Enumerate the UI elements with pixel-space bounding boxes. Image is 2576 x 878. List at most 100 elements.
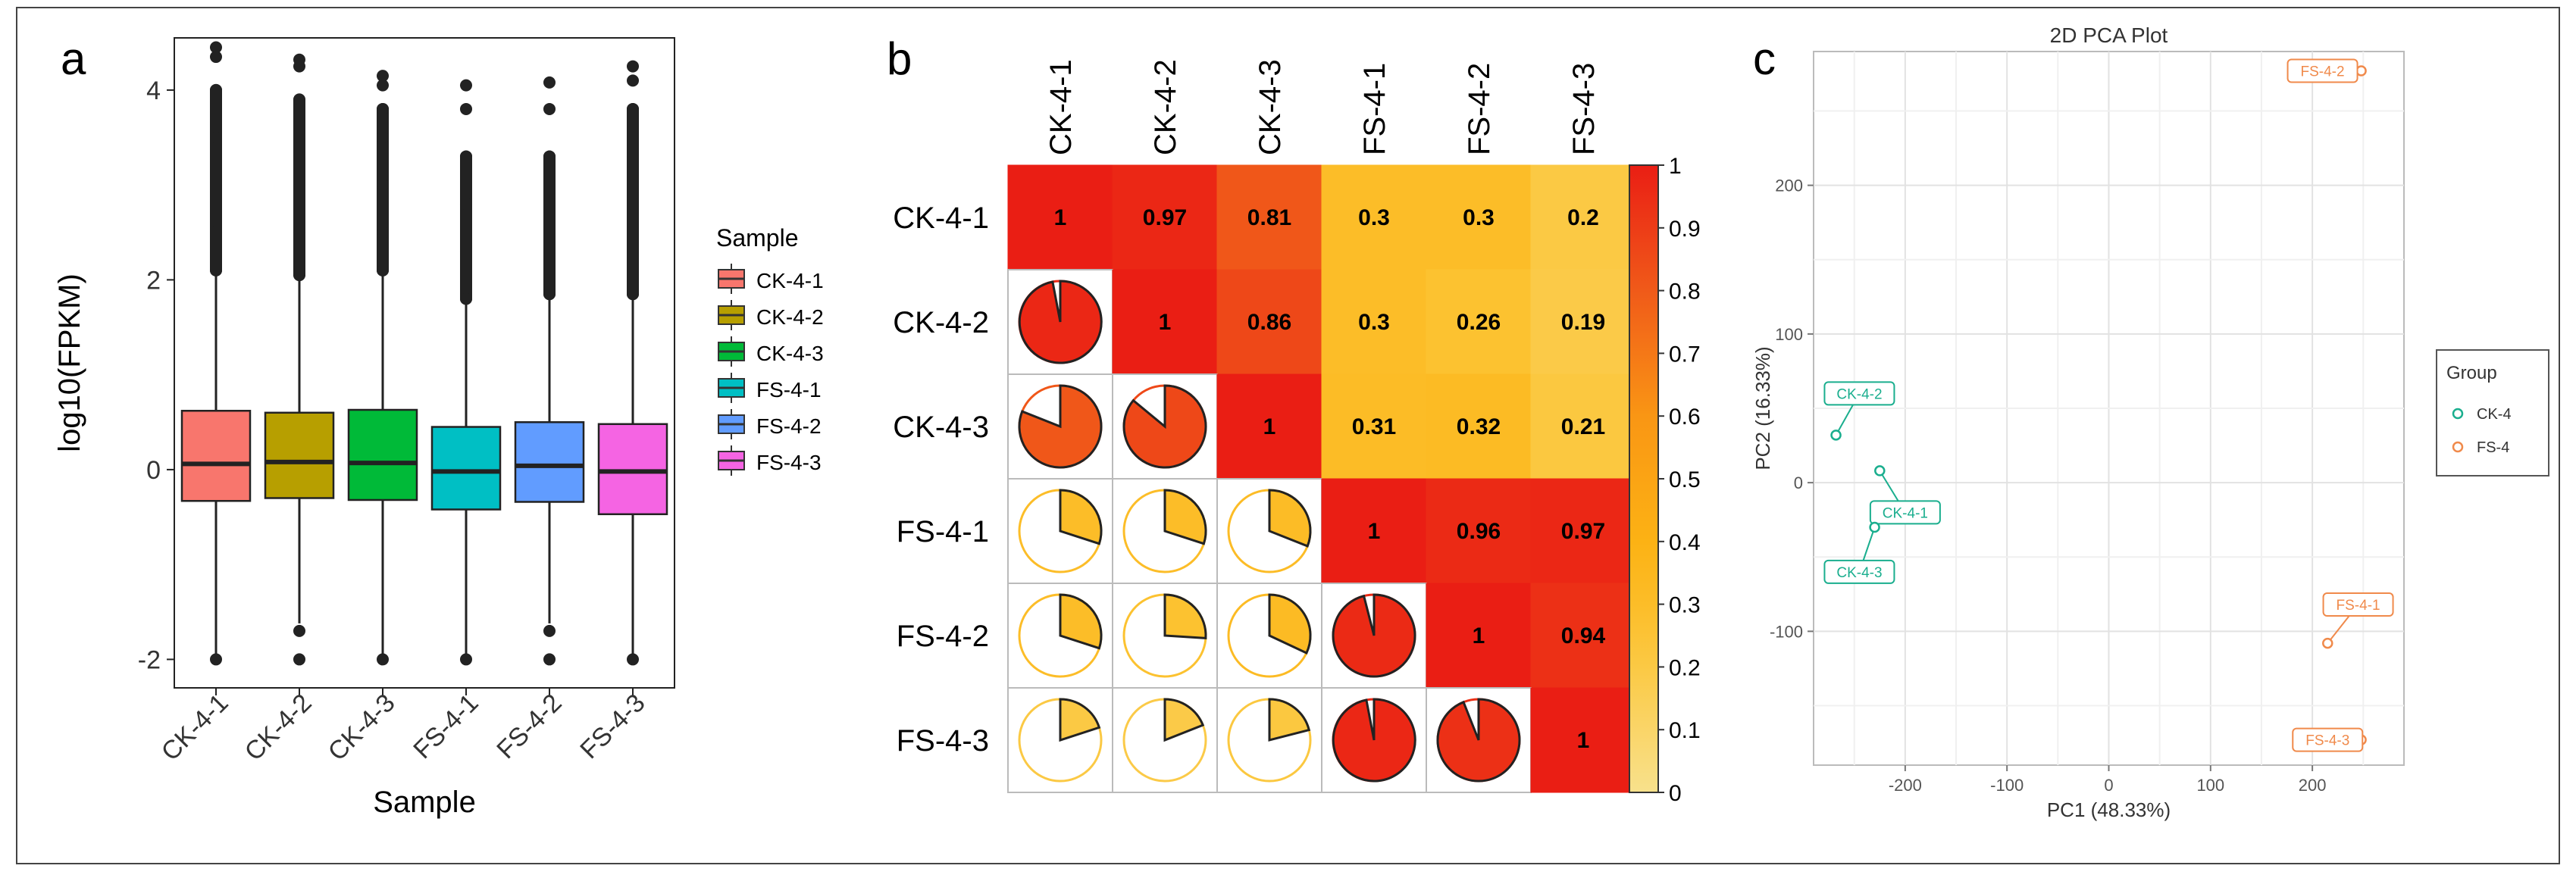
outlier-point [627,198,639,211]
outlier-point [293,269,305,282]
heatmap-cell [1112,164,1218,270]
heatmap-cell [1426,269,1532,375]
outlier-point [210,51,222,64]
row-label: CK-4-1 [893,202,989,235]
heatmap-cell [1426,478,1532,584]
heatmap-cell [1530,269,1636,375]
chart-title: 2D PCA Plot [2050,23,2168,47]
pie-slice [1332,698,1416,783]
data-point-FS-4-1 [2322,637,2333,649]
legend-marker [2452,441,2464,453]
cell-value: 1 [1577,728,1590,753]
point-label: CK-4-1 [1883,505,1928,521]
outlier-point [460,150,472,163]
outlier-point [627,245,639,258]
legend-entry-label: CK-4 [2477,406,2512,423]
cell-value: 0.97 [1561,519,1605,544]
column-label: FS-4-2 [1463,63,1496,155]
cell-value: 0.2 [1567,205,1599,230]
cell-value: 0.81 [1247,205,1291,230]
cell-value: 1 [1368,519,1381,544]
colorbar-tick-label: 0 [1669,781,1682,806]
outlier-point [293,131,305,144]
outlier-point [543,624,556,637]
point-label-box [2292,727,2364,752]
outlier-point [543,288,556,301]
legend-entry-label: FS-4-2 [756,414,822,438]
heatmap-cell [1426,373,1532,480]
outlier-point [293,93,305,106]
data-point-CK-4-3 [1869,521,1880,533]
legend-marker [2452,408,2464,420]
outlier-point [293,653,305,666]
outlier-point [293,624,305,637]
outlier-point [627,288,639,301]
y-tick-label: 200 [1775,177,1803,195]
outlier-point [293,179,305,192]
data-point-CK-4-2 [1830,430,1842,441]
x-tick-label: 100 [2196,776,2224,795]
colorbar-tick-label: 0.5 [1669,467,1701,492]
outlier-point [377,226,389,239]
legend-entry-label: FS-4 [2477,439,2509,456]
colorbar-tick-label: 0.1 [1669,718,1701,743]
y-axis-title: PC2 (16.33%) [1751,346,1774,470]
column-label: CK-4-3 [1254,59,1287,155]
plot-area [174,37,675,689]
outlier-point [627,150,639,163]
correlation-heatmap-panel: CK-4-1 CK-4-1 CK-4-2 CK-4-2 CK-4-3 CK-4-3 FS-4… [893,59,1700,806]
cell-value: 0.3 [1358,205,1390,230]
y-tick-label: 0 [1794,473,1803,492]
colorbar-tick-label: 0.3 [1669,593,1701,618]
legend-title: Sample [716,224,799,252]
y-tick-label: -2 [138,645,161,674]
data-point-CK-4-1 [1874,465,1886,476]
legend-entry-label: CK-4-2 [756,305,824,329]
x-tick-label: -200 [1889,776,1922,795]
cell-value: 1 [1473,623,1485,648]
pie-slice [1163,698,1205,742]
colorbar-tick-label: 1 [1669,154,1682,179]
pie-slice [1163,593,1207,639]
colorbar-tick-label: 0.4 [1669,530,1701,555]
outlier-point [543,102,556,115]
box-FS-4-3 [597,423,668,516]
panel-label-c: c [1753,33,1776,84]
pie-slice [1268,698,1311,742]
point-label: FS-4-3 [2305,733,2349,749]
legend-entry-label: CK-4-1 [756,269,824,292]
pie-slice [1018,280,1103,364]
outlier-point [543,150,556,163]
point-label: FS-4-2 [2301,64,2345,80]
pie-slice [1268,593,1312,655]
colorbar-tick-label: 0.2 [1669,655,1701,680]
colorbar-tick-label: 0.8 [1669,280,1701,305]
heatmap-cell [1530,583,1636,689]
heatmap-cell [1321,269,1427,375]
heatmap-cell [1112,269,1218,375]
outlier-point [627,74,639,87]
column-label: CK-4-2 [1149,59,1182,155]
colorbar-tick-label: 0.9 [1669,217,1701,242]
row-label: FS-4-3 [897,724,989,758]
legend-entry-label: FS-4-3 [756,451,822,474]
cell-value: 0.31 [1352,414,1396,439]
outlier-point [377,179,389,192]
pie-slice [1059,593,1103,650]
y-tick-label: 4 [146,77,161,105]
outlier-point [377,70,389,83]
pie-slice [1436,698,1521,783]
pie-slice [1018,384,1103,469]
pie-slice [1163,489,1207,545]
x-axis-title: PC1 (48.33%) [2047,798,2171,821]
panel-label-a: a [61,33,86,84]
outlier-point [210,653,222,666]
outlier-point [210,41,222,54]
heatmap-cell [1530,687,1636,793]
y-tick-label: -100 [1770,622,1803,641]
cell-value: 0.3 [1463,205,1495,230]
pie-slice [1268,489,1312,548]
box-FS-4-2 [514,421,585,503]
outlier-point [377,79,389,92]
